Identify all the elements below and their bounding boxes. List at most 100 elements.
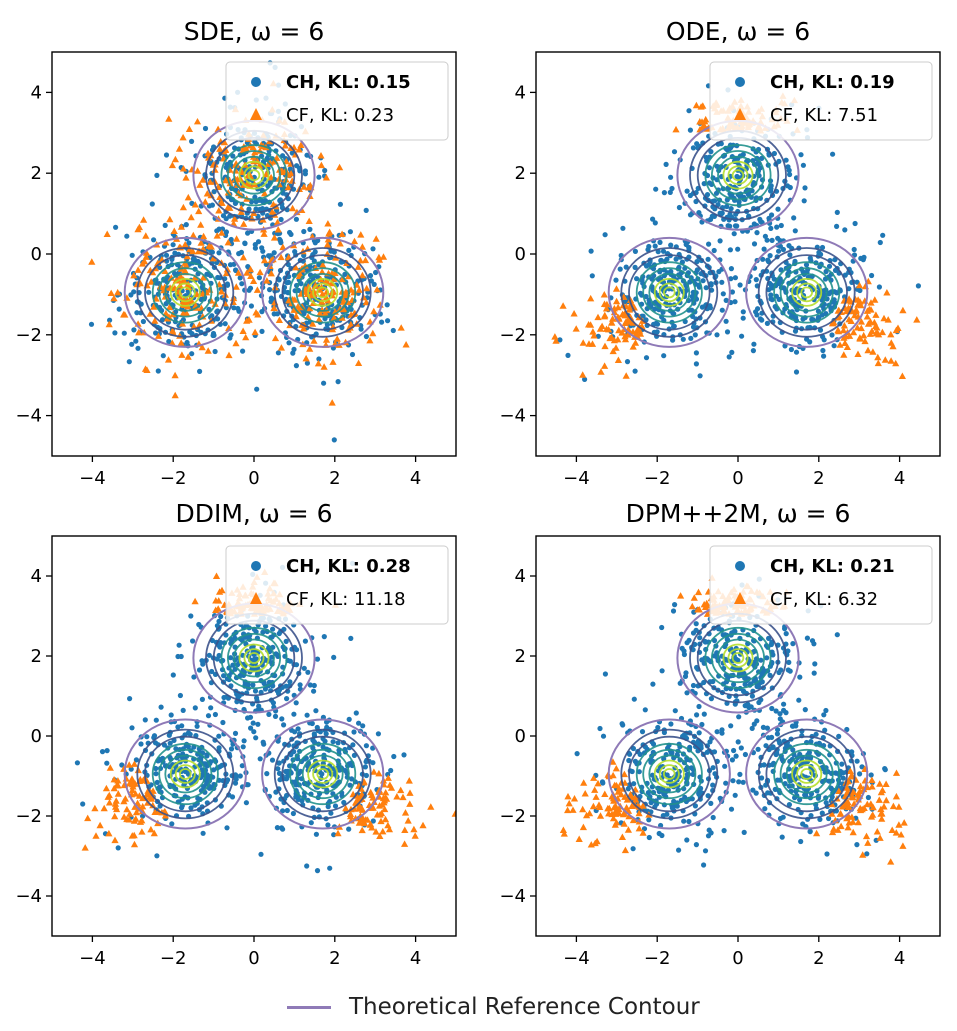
ch-point: [307, 682, 313, 688]
cf-point: [601, 790, 609, 797]
ch-point: [694, 141, 700, 147]
ch-point: [232, 730, 239, 737]
legend-box: [225, 61, 449, 141]
cf-point: [184, 353, 192, 360]
cf-point: [369, 794, 377, 801]
ch-point: [768, 225, 774, 231]
ch-point: [209, 668, 215, 675]
ch-point: [653, 186, 659, 192]
ch-point: [798, 152, 804, 158]
cf-point: [880, 803, 888, 810]
ch-point: [640, 313, 646, 319]
ch-point: [236, 251, 242, 257]
cf-point: [222, 269, 231, 277]
cf-point: [856, 782, 865, 790]
ch-point: [379, 319, 385, 325]
ch-point: [220, 719, 226, 726]
ch-point: [267, 287, 273, 293]
ch-point: [159, 317, 166, 323]
density-contour: [174, 764, 196, 784]
ch-point: [367, 273, 374, 279]
ch-point: [313, 831, 319, 837]
cf-point: [126, 810, 134, 817]
ch-point: [718, 211, 724, 217]
ch-point: [727, 211, 733, 217]
cf-point: [631, 339, 640, 346]
ch-point: [873, 837, 879, 843]
ch-point: [661, 353, 667, 359]
ch-point: [816, 315, 822, 321]
ch-point: [820, 347, 826, 354]
ch-point: [857, 771, 863, 777]
cf-point: [606, 334, 614, 342]
ch-point: [760, 256, 766, 262]
ch-point: [266, 711, 272, 718]
cf-point: [621, 332, 629, 340]
cf-point: [913, 316, 921, 323]
ch-point: [823, 268, 829, 275]
ch-point: [293, 794, 299, 800]
cf-point: [900, 819, 908, 826]
ch-point: [741, 829, 747, 836]
ch-point: [776, 669, 782, 676]
ch-point: [325, 822, 331, 828]
cf-point: [224, 239, 232, 246]
ch-point: [293, 700, 299, 706]
ch-point: [728, 206, 734, 212]
ch-point: [643, 355, 650, 361]
y-tick-label: −2: [499, 806, 526, 827]
cf-point: [610, 803, 618, 811]
cf-point: [367, 820, 375, 828]
ch-point: [319, 771, 325, 777]
legend-prefix: CF, KL:: [286, 589, 354, 610]
ch-point: [882, 767, 888, 773]
ch-point: [650, 216, 656, 222]
cf-point: [897, 831, 905, 838]
ch-point: [258, 851, 264, 857]
cf-point: [585, 321, 593, 328]
ch-point: [285, 768, 291, 774]
ch-point: [384, 302, 390, 308]
ch-point: [808, 739, 814, 745]
cf-point: [898, 372, 906, 379]
ch-point: [388, 767, 394, 774]
cf-point: [131, 803, 139, 810]
ch-point: [370, 745, 376, 751]
ch-point: [728, 276, 734, 282]
cf-point: [622, 372, 630, 379]
ch-point: [750, 348, 757, 354]
y-tick-label: 2: [515, 646, 526, 667]
density-contour: [704, 144, 772, 207]
ch-point: [224, 281, 230, 287]
ch-point: [725, 223, 731, 229]
cf-point: [615, 809, 623, 817]
cf-point: [846, 767, 854, 774]
density-contour: [642, 267, 697, 318]
ch-point: [732, 275, 739, 281]
ch-point: [864, 851, 870, 857]
ch-point: [163, 252, 170, 258]
cf-point: [359, 814, 367, 821]
cf-point: [185, 125, 193, 132]
ch-point: [115, 845, 121, 851]
ch-point: [784, 183, 791, 189]
ch-point: [623, 264, 629, 270]
ch-point: [285, 773, 291, 779]
density-contour: [307, 759, 339, 789]
ch-point: [803, 262, 810, 268]
cf-point: [593, 837, 601, 845]
cf-point: [105, 799, 114, 806]
ch-point: [724, 329, 731, 335]
cf-point: [212, 572, 221, 579]
ch-point: [759, 775, 765, 781]
ch-point: [349, 351, 356, 358]
ch-point: [775, 235, 781, 241]
cf-point: [330, 275, 338, 282]
density-contour: [731, 652, 745, 664]
cf-point: [100, 804, 108, 812]
cf-point: [609, 814, 618, 822]
ch-point: [346, 247, 352, 253]
legend-kl-value: 0.21: [850, 556, 894, 577]
cf-point: [198, 343, 206, 351]
ch-point: [218, 613, 224, 620]
